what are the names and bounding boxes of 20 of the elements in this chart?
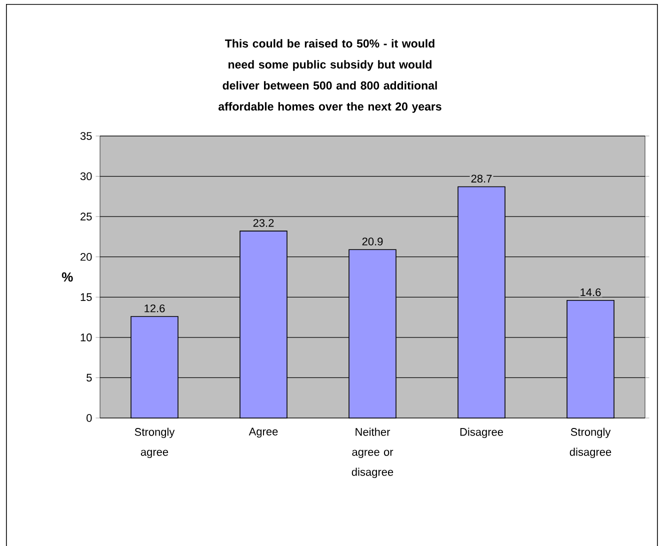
data-label: 23.2 — [253, 219, 274, 227]
y-tick-label: 25 — [80, 212, 92, 220]
y-tick-label: 35 — [80, 132, 92, 140]
y-axis-title: % — [62, 272, 73, 282]
x-tick-label: Strongly disagree — [570, 428, 612, 458]
x-tick-label: Strongly agree — [134, 428, 175, 458]
y-tick-label: 20 — [80, 252, 92, 261]
y-tick-label: 5 — [86, 374, 92, 382]
data-label: 20.9 — [362, 238, 383, 246]
data-label: 28.7 — [471, 174, 492, 183]
y-tick-label: 15 — [80, 293, 92, 301]
data-label: 14.6 — [580, 288, 601, 296]
data-label: 12.6 — [144, 304, 165, 312]
y-tick-label: 30 — [80, 172, 92, 180]
chart-title: This could be raised to 50% - it would need some public subsidy but would deliver between 500 and 800 additional affordable homes over the next 20 years — [218, 39, 442, 113]
category-label: Neither agree or disagree — [352, 428, 394, 478]
x-tick-label: Disagree — [460, 428, 504, 438]
y-tick-label: 10 — [80, 334, 92, 342]
x-tick-label: Agree — [248, 428, 278, 438]
y-tick-label: 0 — [86, 414, 92, 422]
